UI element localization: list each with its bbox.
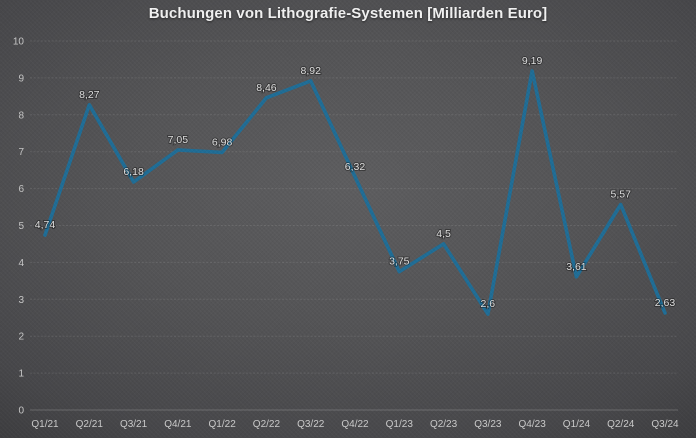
x-tick-label: Q3/24 <box>651 419 679 430</box>
x-tick-label: Q1/24 <box>563 419 591 430</box>
data-label: 8,27 <box>79 89 100 101</box>
y-tick-label: 5 <box>18 221 24 232</box>
data-label: 7,05 <box>168 134 189 146</box>
x-tick-label: Q4/23 <box>519 419 547 430</box>
x-tick-label: Q1/23 <box>386 419 414 430</box>
data-label: 9,19 <box>522 55 543 67</box>
data-label: 6,98 <box>212 136 233 148</box>
y-tick-label: 6 <box>18 184 24 195</box>
x-tick-label: Q2/23 <box>430 419 458 430</box>
y-tick-label: 1 <box>18 369 24 380</box>
data-label: 4,5 <box>436 228 451 240</box>
x-tick-label: Q3/22 <box>297 419 325 430</box>
x-tick-label: Q1/21 <box>31 419 59 430</box>
data-label: 5,57 <box>610 188 631 200</box>
x-tick-label: Q4/22 <box>341 419 369 430</box>
y-tick-label: 8 <box>18 110 24 121</box>
x-tick-label: Q2/22 <box>253 419 281 430</box>
x-tick-label: Q2/24 <box>607 419 635 430</box>
y-tick-label: 2 <box>18 332 24 343</box>
x-tick-label: Q3/21 <box>120 419 148 430</box>
x-tick-label: Q1/22 <box>209 419 237 430</box>
data-label: 8,46 <box>256 82 277 94</box>
x-tick-label: Q2/21 <box>76 419 104 430</box>
data-label: 3,75 <box>389 256 410 268</box>
data-label: 6,18 <box>123 166 144 178</box>
y-tick-label: 0 <box>18 406 24 417</box>
data-label: 8,92 <box>300 65 321 77</box>
data-label: 3,61 <box>566 261 587 273</box>
data-line <box>43 69 667 316</box>
data-label: 4,74 <box>35 219 56 231</box>
data-label: 6,32 <box>345 161 366 173</box>
y-tick-label: 3 <box>18 295 24 306</box>
chart-title: Buchungen von Lithografie-Systemen [Mill… <box>148 5 548 22</box>
data-label: 2,6 <box>481 298 496 310</box>
x-tick-label: Q3/23 <box>474 419 502 430</box>
x-tick-label: Q4/21 <box>164 419 192 430</box>
y-tick-label: 7 <box>18 147 24 158</box>
y-tick-label: 10 <box>13 37 25 48</box>
y-tick-label: 9 <box>18 73 24 84</box>
y-tick-label: 4 <box>18 258 24 269</box>
data-label: 2,63 <box>655 297 676 309</box>
